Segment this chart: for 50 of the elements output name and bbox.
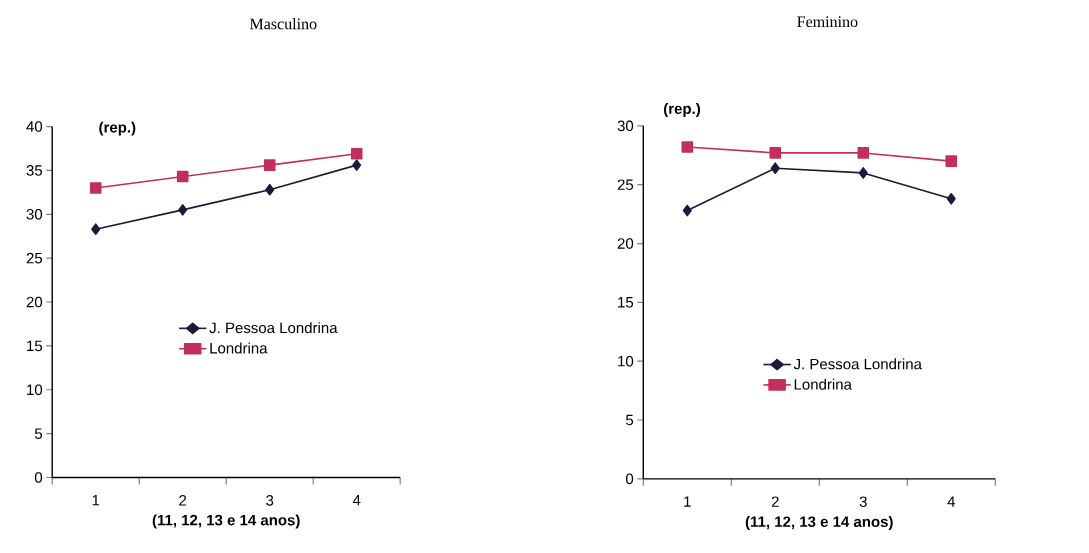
- x-tick-label: 3: [266, 495, 274, 506]
- y-tick-label: 15: [618, 297, 634, 308]
- point: [350, 147, 363, 160]
- y-tick-label: 30: [26, 208, 43, 220]
- point: [352, 159, 362, 171]
- legend-label: Londrina: [794, 378, 852, 390]
- x-tick-label: 2: [179, 495, 187, 506]
- point: [945, 155, 958, 167]
- point: [858, 167, 868, 179]
- point: [91, 223, 101, 235]
- x-tick-label: 3: [859, 496, 867, 507]
- chart-title: Feminino: [797, 16, 858, 28]
- legend-label: J. Pessoa Londrina: [793, 358, 922, 370]
- y-tick-label: 40: [26, 121, 43, 132]
- x-tick-label: 4: [947, 496, 956, 507]
- y-tick-label: 35: [26, 165, 43, 176]
- x-axis-title: (11, 12, 13 e 14 anos): [745, 515, 893, 530]
- point: [265, 183, 275, 196]
- point: [176, 170, 189, 183]
- point: [681, 141, 694, 153]
- x-tick-label: 2: [771, 496, 779, 507]
- x-tick-label: 1: [92, 495, 100, 506]
- y-tick-label: 0: [625, 473, 634, 485]
- y-tick-label: 10: [618, 355, 634, 367]
- point: [682, 204, 692, 217]
- point: [946, 193, 956, 205]
- legend-label: Londrina: [210, 342, 268, 354]
- point: [263, 159, 276, 171]
- chart-title: Masculino: [249, 18, 317, 30]
- point: [857, 147, 870, 159]
- point: [769, 147, 782, 159]
- y-tick-label: 25: [617, 179, 634, 190]
- x-axis-title: (11, 12, 13 e 14 anos): [152, 514, 300, 529]
- y-tick-label: 20: [617, 238, 634, 249]
- point: [89, 182, 102, 194]
- point: [770, 162, 780, 175]
- point: [178, 204, 188, 216]
- y-tick-label: 30: [617, 120, 634, 132]
- y-axis-title: (rep.): [99, 121, 136, 136]
- x-tick-label: 1: [684, 496, 691, 507]
- y-tick-label: 0: [34, 472, 43, 483]
- y-tick-label: 25: [26, 252, 43, 264]
- y-tick-label: 20: [26, 296, 43, 308]
- legend-label: J. Pessoa Londrina: [209, 322, 338, 334]
- y-tick-label: 5: [626, 414, 634, 426]
- y-tick-label: 10: [27, 384, 43, 396]
- x-tick-label: 4: [352, 495, 361, 506]
- y-tick-label: 5: [34, 428, 43, 439]
- y-tick-label: 15: [27, 340, 43, 352]
- y-axis-title: (rep.): [664, 102, 700, 117]
